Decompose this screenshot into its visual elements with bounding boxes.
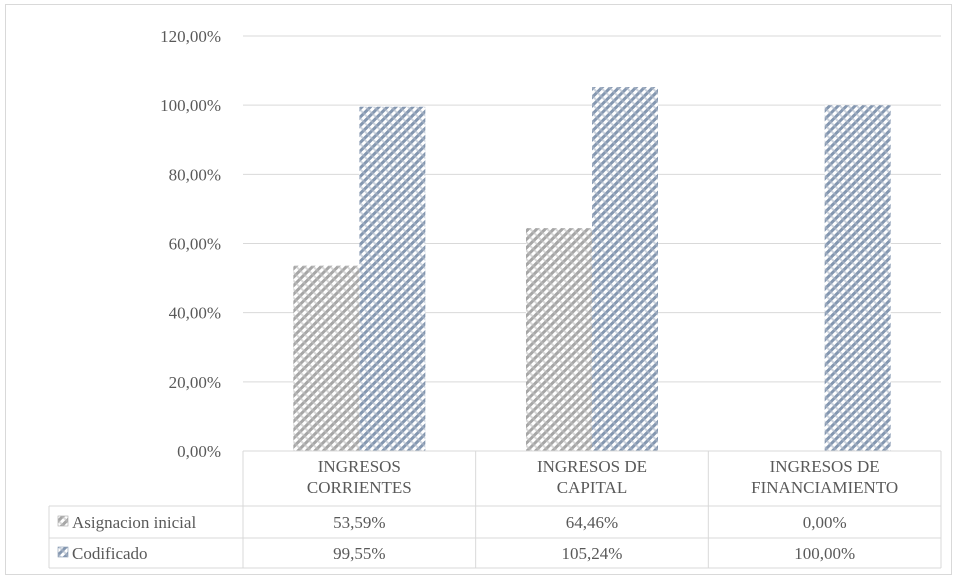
data-label: 100,00% bbox=[794, 544, 855, 563]
legend-key-codificado bbox=[57, 546, 69, 558]
y-tick-label: 80,00% bbox=[169, 165, 221, 184]
category-label: INGRESOS DE bbox=[537, 457, 647, 476]
bar-codificado-ingresos-de-capital bbox=[592, 87, 658, 452]
category-label: CORRIENTES bbox=[307, 478, 412, 497]
category-label: FINANCIAMIENTO bbox=[751, 478, 898, 497]
data-label: 64,46% bbox=[566, 513, 618, 532]
bar-asignacion-inicial-ingresos-de-capital bbox=[526, 228, 592, 451]
data-table: INGRESOS CORRIENTES INGRESOS DE CAPITAL INGR… bbox=[48, 450, 942, 569]
bar-codificado-ingresos-corrientes bbox=[359, 106, 426, 452]
category-label: INGRESOS bbox=[318, 457, 401, 476]
data-label: 0,00% bbox=[803, 513, 847, 532]
chart-frame bbox=[5, 4, 952, 575]
category-label: INGRESOS DE bbox=[770, 457, 880, 476]
category-label: CAPITAL bbox=[557, 478, 627, 497]
legend-key-asignacion-inicial bbox=[57, 515, 69, 527]
y-tick-label: 20,00% bbox=[169, 373, 221, 392]
data-label: 105,24% bbox=[562, 544, 623, 563]
y-tick-label: 120,00% bbox=[160, 27, 221, 46]
data-label: 99,55% bbox=[333, 544, 385, 563]
y-tick-label: 60,00% bbox=[169, 235, 221, 254]
bar-codificado-ingresos-de-financiamiento bbox=[824, 105, 891, 452]
y-tick-label: 0,00% bbox=[177, 442, 221, 461]
y-axis: 0,00% 20,00% 40,00% 60,00% 80,00% 100,00% 120,… bbox=[160, 27, 221, 461]
bar-asignacion-inicial-ingresos-corrientes bbox=[293, 265, 360, 451]
bars bbox=[293, 87, 891, 452]
y-tick-label: 40,00% bbox=[169, 304, 221, 323]
y-tick-label: 100,00% bbox=[160, 96, 221, 115]
legend-label-codificado: Codificado bbox=[72, 544, 148, 563]
legend-label-asignacion-inicial: Asignacion inicial bbox=[72, 513, 196, 532]
data-label: 53,59% bbox=[333, 513, 385, 532]
